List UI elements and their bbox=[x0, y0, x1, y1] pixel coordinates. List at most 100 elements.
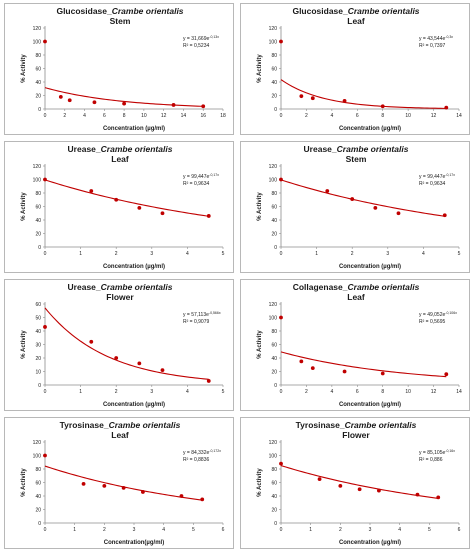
data-point bbox=[279, 39, 283, 44]
chart-svg: Urease_Crambe orientalisLeaf020406080100… bbox=[21, 144, 225, 270]
y-tick-label: 20 bbox=[35, 356, 41, 362]
chart-panel: Glucosidase_Crambe orientalis Stem 0 20 40 60… bbox=[4, 3, 234, 135]
equation-exponent: -0,17x bbox=[445, 173, 455, 177]
chart-panel: Urease_Crambe orientalis Leaf 0 20 40 60 80 100… bbox=[4, 141, 234, 273]
x-tick-label: 2 bbox=[305, 113, 308, 119]
chart-title-species: Crambe orientalis bbox=[337, 144, 409, 154]
trendline bbox=[44, 307, 209, 380]
x-tick-label: 0 bbox=[280, 251, 283, 257]
y-tick-label: 100 bbox=[33, 454, 42, 460]
trendline-equation: y = 57,113e-0,566x bbox=[183, 311, 221, 318]
x-axis-label: Concentration (µg/ml) bbox=[339, 540, 401, 546]
chart-panel: Urease_Crambe orientalis Stem 0 20 40 60 80 100… bbox=[240, 141, 470, 273]
x-tick-label: 5 bbox=[222, 251, 225, 257]
x-axis-label: Concentration (µg/ml) bbox=[103, 126, 165, 132]
data-point bbox=[338, 483, 343, 488]
data-point bbox=[67, 98, 72, 103]
chart-subtitle: Leaf bbox=[111, 154, 129, 164]
x-tick-label: 0 bbox=[280, 113, 283, 119]
chart-title-enzyme: Urease_ bbox=[68, 282, 101, 292]
r-squared: R² = 0,9079 bbox=[183, 319, 209, 325]
y-tick-label: 80 bbox=[271, 191, 277, 197]
y-tick-label: 20 bbox=[271, 232, 277, 238]
chart-svg: Urease_Crambe orientalisStem020406080100… bbox=[257, 144, 461, 270]
data-point bbox=[160, 211, 165, 216]
x-tick-label: 5 bbox=[458, 251, 461, 257]
y-tick-label: 60 bbox=[35, 481, 41, 487]
x-tick-label: 3 bbox=[150, 389, 153, 395]
x-tick-label: 4 bbox=[330, 389, 333, 395]
y-axis-label: % Activity bbox=[257, 468, 263, 497]
chart-title: Glucosidase_Crambe orientalis bbox=[292, 6, 419, 16]
x-axis-label: Concentration (µg/ml) bbox=[103, 264, 165, 270]
trendline-equation: y = 84,332e-0,172x bbox=[183, 449, 221, 456]
y-tick-label: 40 bbox=[271, 356, 277, 362]
data-point bbox=[89, 189, 94, 193]
chart-title: Urease_Crambe orientalis bbox=[304, 144, 409, 154]
x-tick-label: 0 bbox=[44, 527, 47, 533]
data-point bbox=[317, 477, 322, 482]
chart-title-enzyme: Urease_ bbox=[68, 144, 101, 154]
x-tick-label: 10 bbox=[405, 113, 411, 119]
data-point bbox=[160, 368, 165, 373]
data-point bbox=[350, 197, 355, 201]
chart-title-species: Crambe orientalis bbox=[345, 420, 417, 430]
y-tick-label: 60 bbox=[271, 205, 277, 211]
x-tick-label: 5 bbox=[428, 527, 431, 533]
y-axis-label: % Activity bbox=[21, 330, 27, 359]
y-tick-label: 100 bbox=[269, 454, 278, 460]
x-tick-label: 8 bbox=[381, 389, 384, 395]
x-tick-label: 8 bbox=[381, 113, 384, 119]
y-tick-label: 40 bbox=[35, 494, 41, 500]
y-tick-label: 0 bbox=[274, 107, 277, 113]
y-tick-label: 100 bbox=[33, 40, 42, 46]
y-tick-label: 60 bbox=[271, 343, 277, 349]
x-tick-label: 0 bbox=[44, 113, 47, 119]
x-tick-label: 0 bbox=[280, 389, 283, 395]
chart-title: Tyrosinase_Crambe orientalis bbox=[296, 420, 417, 430]
y-tick-label: 10 bbox=[35, 370, 41, 376]
chart-title-species: Crambe orientalis bbox=[101, 282, 173, 292]
trendline bbox=[44, 87, 204, 107]
y-tick-label: 20 bbox=[35, 508, 41, 514]
equation-base: y = 49,052e bbox=[419, 312, 445, 318]
x-tick-label: 1 bbox=[73, 527, 76, 533]
x-axis-label: Concentration (µg/ml) bbox=[339, 126, 401, 132]
x-tick-label: 14 bbox=[456, 113, 462, 119]
data-point bbox=[114, 356, 119, 360]
chart-title: Urease_Crambe orientalis bbox=[68, 144, 173, 154]
x-tick-label: 6 bbox=[222, 527, 225, 533]
y-tick-label: 80 bbox=[271, 329, 277, 335]
x-tick-label: 4 bbox=[186, 389, 189, 395]
chart-svg: Glucosidase_Crambe orientalisLeaf0204060… bbox=[257, 6, 462, 132]
y-tick-label: 20 bbox=[35, 94, 41, 100]
x-tick-label: 4 bbox=[330, 113, 333, 119]
equation-base: y = 99,447e bbox=[183, 174, 209, 180]
y-axis-label: % Activity bbox=[257, 330, 263, 359]
x-tick-label: 5 bbox=[192, 527, 195, 533]
y-tick-label: 120 bbox=[269, 164, 278, 170]
data-point bbox=[43, 453, 47, 458]
trendline-equation: y = 85,105e-0,16x bbox=[419, 449, 455, 456]
x-tick-label: 10 bbox=[141, 113, 147, 119]
y-tick-label: 0 bbox=[274, 245, 277, 251]
y-tick-label: 20 bbox=[271, 508, 277, 514]
data-point bbox=[92, 100, 97, 105]
equation-exponent: -0,13x bbox=[209, 35, 219, 39]
trendline bbox=[280, 179, 445, 217]
chart-svg: Glucosidase_Crambe orientalisStem0204060… bbox=[21, 6, 226, 132]
trendline bbox=[44, 465, 203, 501]
data-point bbox=[200, 497, 205, 502]
y-tick-label: 60 bbox=[35, 205, 41, 211]
equation-exponent: -0,106x bbox=[445, 311, 457, 315]
trendline bbox=[280, 465, 439, 499]
data-point bbox=[325, 189, 330, 193]
chart-title: Glucosidase_Crambe orientalis bbox=[56, 6, 183, 16]
y-axis-label: % Activity bbox=[21, 54, 27, 83]
chart-title-species: Crambe orientalis bbox=[112, 6, 184, 16]
data-point bbox=[114, 197, 119, 202]
x-tick-label: 6 bbox=[356, 113, 359, 119]
y-tick-label: 120 bbox=[33, 440, 42, 446]
y-tick-label: 120 bbox=[269, 302, 278, 308]
equation-exponent: -0,172x bbox=[209, 449, 221, 453]
